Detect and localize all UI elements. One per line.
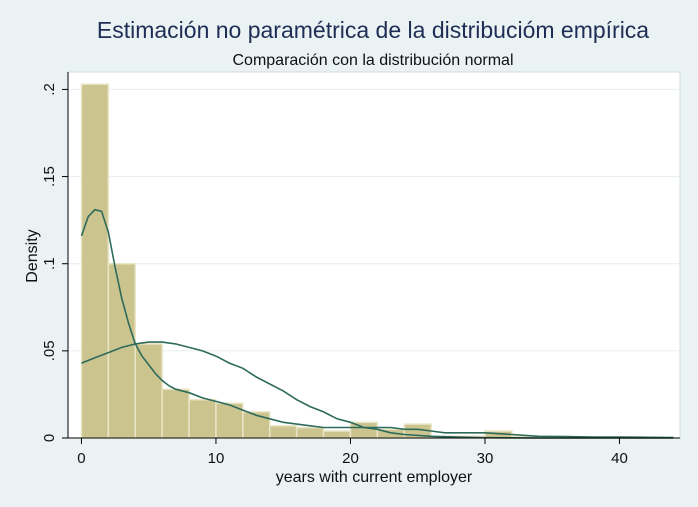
histogram-bar (295, 426, 325, 439)
histogram-bar (161, 388, 190, 439)
plot-area (67, 71, 681, 439)
kernel-density-line (80, 208, 674, 439)
histogram-bar (80, 83, 110, 439)
grid (68, 88, 680, 352)
y-tick-label: 0 (41, 434, 58, 442)
x-tick-label: 0 (77, 450, 85, 467)
y-tick-label: .1 (41, 257, 58, 270)
y-axis-label: Density (24, 229, 41, 282)
chart-title: Estimación no paramétrica de la distribu… (96, 17, 650, 43)
y-tick-label: .05 (41, 340, 58, 361)
histogram-bar (188, 398, 217, 439)
histogram-bar (269, 425, 298, 439)
x-tick-label: 40 (611, 450, 628, 467)
x-tick-label: 20 (342, 450, 359, 467)
y-tick-label: .2 (41, 83, 58, 96)
histogram-bars (80, 83, 675, 439)
y-ticks: 0 .05 .1 .15 .2 (41, 83, 68, 442)
histogram-bar (322, 430, 352, 439)
chart-subtitle: Comparación con la distribución normal (232, 52, 514, 69)
histogram-bar (242, 411, 271, 439)
x-tick-label: 10 (208, 450, 225, 467)
x-axis-label: years with current employer (276, 469, 473, 486)
x-ticks: 0 10 20 30 40 (77, 438, 628, 467)
y-tick-label: .15 (41, 166, 58, 187)
x-tick-label: 30 (477, 450, 494, 467)
histogram-bar (134, 343, 163, 439)
